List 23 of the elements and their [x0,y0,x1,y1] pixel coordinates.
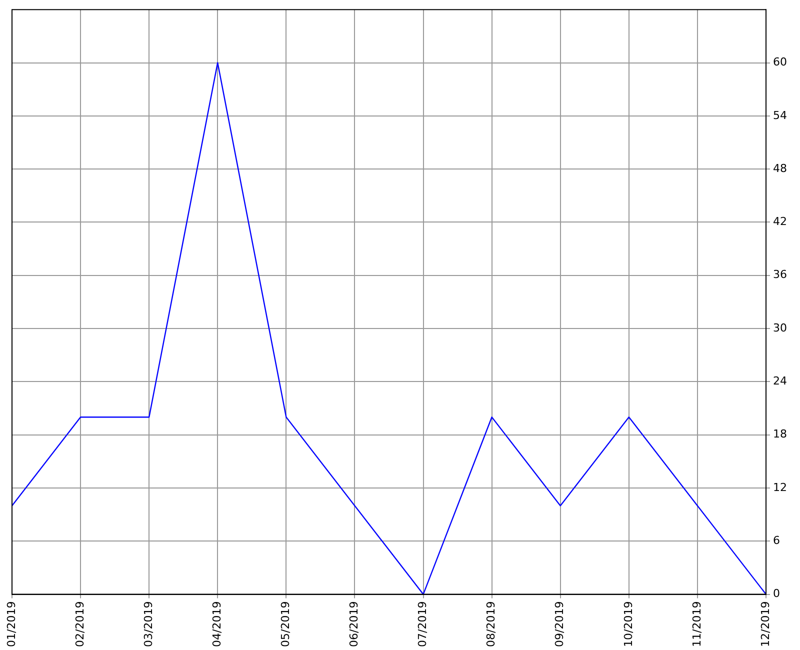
x-tick-label: 04/2019 [210,601,224,648]
x-tick-label: 09/2019 [553,601,566,648]
x-tick-label: 08/2019 [484,601,498,648]
y-tick-label: 54 [773,108,788,122]
x-tick-label: 03/2019 [142,601,155,648]
y-tick-label: 6 [773,534,780,548]
y-tick-label: 42 [773,215,788,228]
x-tick-label: 11/2019 [690,601,704,648]
y-tick-label: 48 [773,162,788,175]
x-tick-label: 10/2019 [622,601,635,648]
x-tick-label: 01/2019 [4,601,18,648]
y-tick-label: 36 [773,268,788,282]
x-tick-label: 07/2019 [416,601,430,648]
y-tick-label: 60 [773,56,788,69]
y-tick-label: 18 [773,428,788,441]
y-tick-label: 30 [773,321,788,334]
y-tick-label: 0 [773,587,780,600]
y-tick-label: 12 [773,480,788,494]
x-tick-label: 02/2019 [73,601,86,648]
x-tick-label: 06/2019 [348,601,361,648]
y-tick-label: 24 [773,374,788,388]
x-tick-label: 12/2019 [758,601,772,648]
x-tick-label: 05/2019 [279,601,292,648]
